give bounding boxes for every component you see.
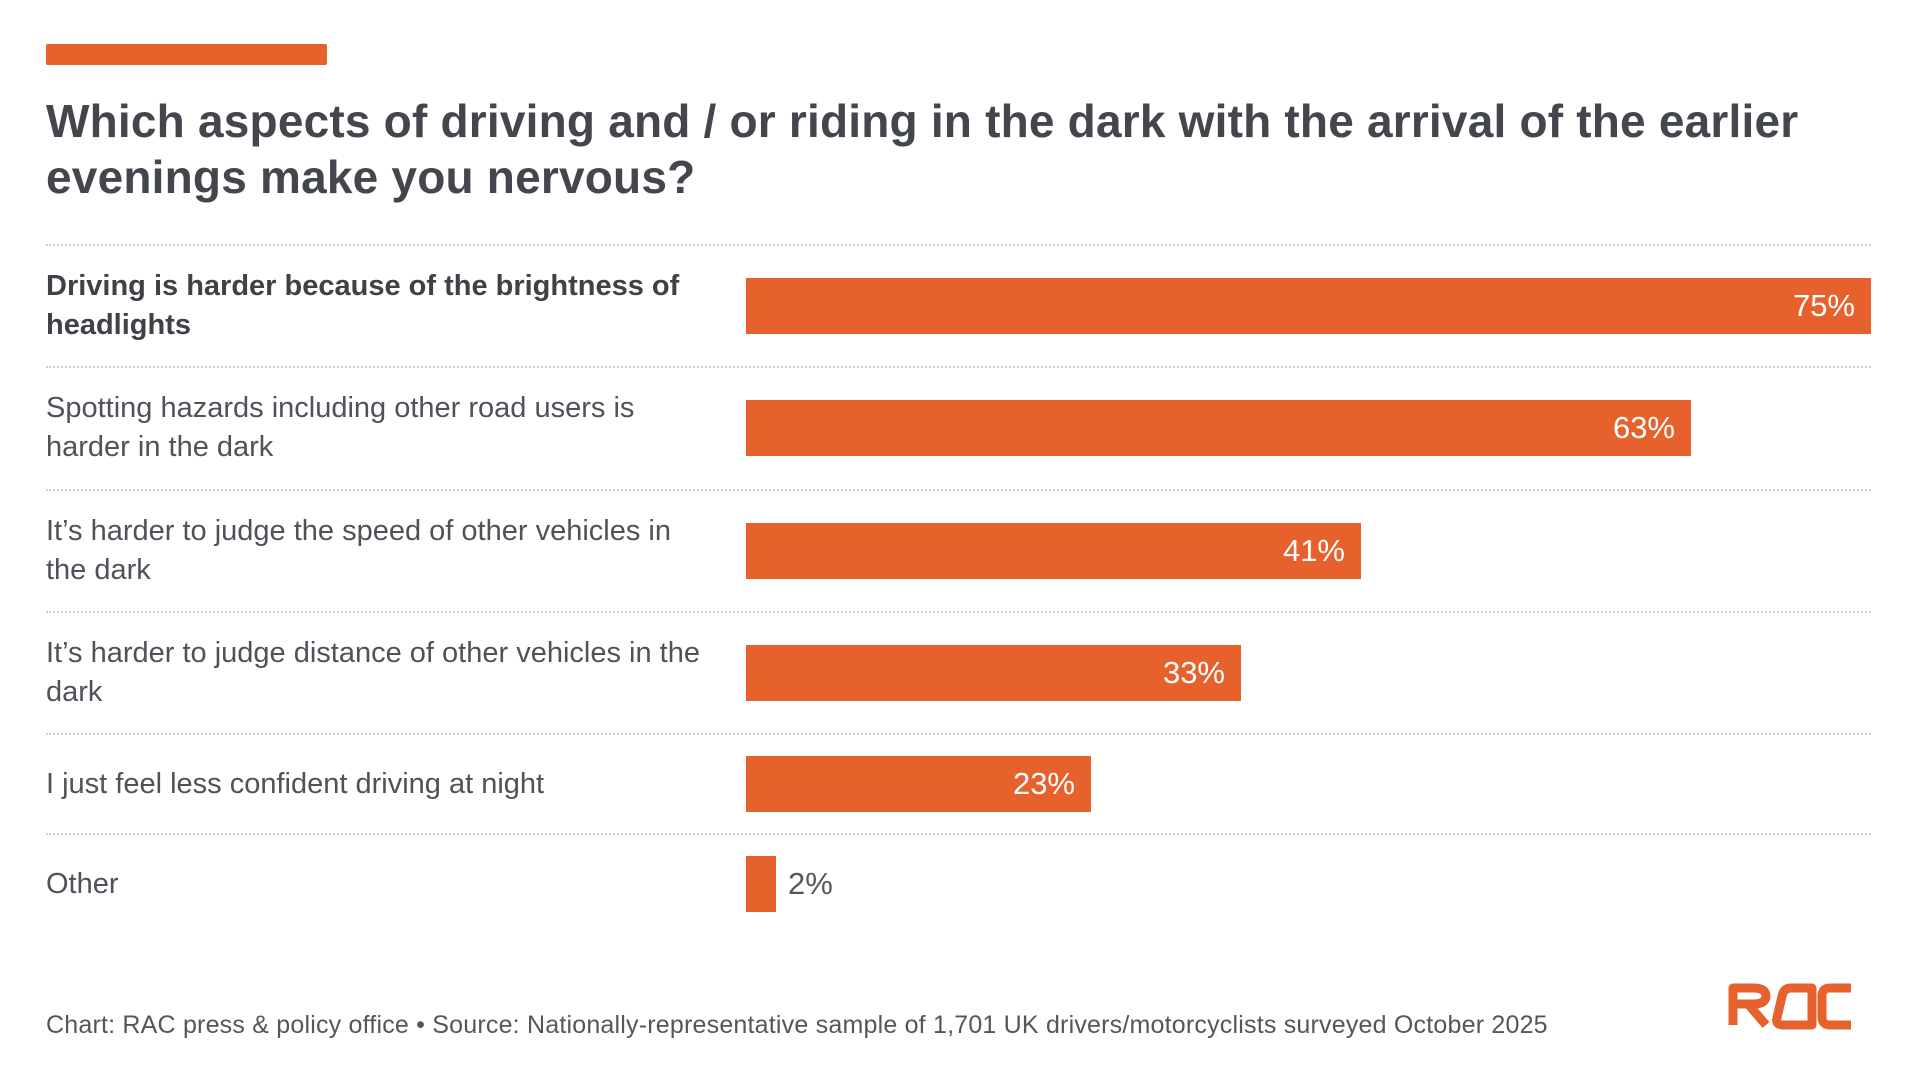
footer: Chart: RAC press & policy office • Sourc… <box>46 978 1871 1040</box>
rac-logo <box>1728 983 1851 1030</box>
chart-row: Other 2% 2% <box>46 833 1871 933</box>
bar: 2% <box>746 856 776 913</box>
chart-row: It’s harder to judge distance of other v… <box>46 610 1871 733</box>
bar-track: 23% 23% <box>746 756 1871 813</box>
bar: 33% <box>746 645 1241 702</box>
chart-row: Driving is harder because of the brightn… <box>46 244 1871 366</box>
bar: 63% <box>746 400 1691 457</box>
bar-track: 2% 2% <box>746 856 1871 913</box>
bar-value-label: 33% <box>1162 655 1225 691</box>
bar-value-label: 75% <box>1792 288 1855 324</box>
bar-track: 75% 75% <box>746 278 1871 335</box>
bar-track: 41% 41% <box>746 522 1871 579</box>
bar-track: 33% 33% <box>746 645 1871 702</box>
bar: 41% <box>746 522 1361 579</box>
bar: 75% <box>746 278 1871 335</box>
chart-credit-text: Chart: RAC press & policy office • Sourc… <box>46 1011 1548 1039</box>
chart-row: I just feel less confident driving at ni… <box>46 733 1871 833</box>
bar-value-label: 63% <box>1612 410 1675 446</box>
bar-chart: Driving is harder because of the brightn… <box>46 244 1871 933</box>
row-label: I just feel less confident driving at ni… <box>46 767 545 800</box>
chart-title: Which aspects of driving and / or riding… <box>46 95 1799 204</box>
bar-value-label-outside: 2% <box>787 866 833 902</box>
bar-track: 63% 63% <box>746 400 1871 457</box>
row-label: It’s harder to judge the speed of other … <box>46 514 671 586</box>
row-label: Other <box>46 867 119 900</box>
bar: 23% <box>746 756 1091 813</box>
bar-value-label: 23% <box>1012 766 1075 802</box>
row-label: Spotting hazards including other road us… <box>46 392 635 464</box>
chart-row: It’s harder to judge the speed of other … <box>46 488 1871 611</box>
bar-value-label: 41% <box>1282 532 1345 568</box>
chart-row: Spotting hazards including other road us… <box>46 366 1871 488</box>
accent-bar <box>46 44 327 65</box>
row-label: Driving is harder because of the brightn… <box>46 270 680 342</box>
row-label: It’s harder to judge distance of other v… <box>46 636 700 709</box>
